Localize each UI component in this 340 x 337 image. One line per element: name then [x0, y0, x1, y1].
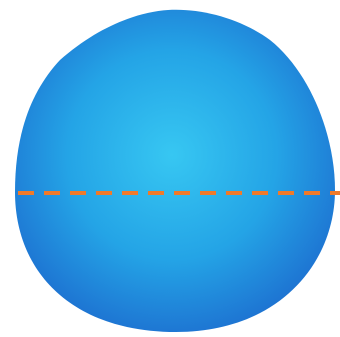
blob-shape — [15, 9, 335, 332]
